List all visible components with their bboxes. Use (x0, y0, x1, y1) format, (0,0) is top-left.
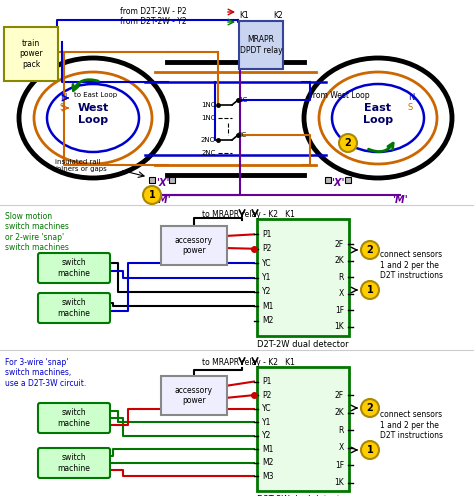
Text: 1: 1 (366, 285, 374, 295)
Circle shape (361, 399, 379, 417)
Text: 2K: 2K (334, 256, 344, 265)
Ellipse shape (54, 91, 132, 145)
Text: Y1: Y1 (262, 418, 272, 427)
Text: K1: K1 (239, 11, 249, 20)
Text: P1: P1 (262, 230, 272, 239)
Text: 1NC: 1NC (201, 115, 216, 121)
Text: 1: 1 (149, 190, 155, 200)
Text: Y2: Y2 (262, 432, 272, 440)
Text: 1NO: 1NO (201, 102, 216, 108)
Text: S: S (60, 104, 65, 113)
Text: to East Loop: to East Loop (74, 92, 117, 98)
FancyBboxPatch shape (38, 403, 110, 433)
Text: Y1: Y1 (262, 273, 272, 282)
Text: connect sensors
1 and 2 per the
D2T instructions: connect sensors 1 and 2 per the D2T inst… (380, 250, 443, 280)
Bar (325, 177, 331, 183)
Text: 2F: 2F (335, 391, 344, 400)
FancyBboxPatch shape (257, 219, 349, 336)
Text: S: S (408, 104, 413, 113)
Text: from D2T-2W - Y2: from D2T-2W - Y2 (120, 17, 187, 26)
Text: D2T-2W dual detector: D2T-2W dual detector (257, 340, 349, 349)
Text: 2: 2 (366, 245, 374, 255)
Text: Y2: Y2 (262, 287, 272, 297)
Text: accessory
power: accessory power (175, 236, 213, 255)
FancyBboxPatch shape (38, 448, 110, 478)
Text: R: R (338, 426, 344, 435)
Text: 1: 1 (366, 445, 374, 455)
Ellipse shape (339, 91, 417, 145)
Text: N: N (408, 94, 414, 103)
FancyBboxPatch shape (161, 376, 227, 415)
Text: P1: P1 (262, 377, 272, 386)
Text: MRAPR
DPDT relay: MRAPR DPDT relay (240, 35, 283, 55)
Text: M2: M2 (262, 458, 273, 467)
Text: train
power
pack: train power pack (19, 39, 43, 69)
Text: M1: M1 (262, 445, 273, 454)
Text: Slow motion
switch machines
or 2-wire 'snap'
switch machines: Slow motion switch machines or 2-wire 's… (5, 212, 69, 252)
Circle shape (339, 134, 357, 152)
Text: East
Loop: East Loop (363, 103, 393, 125)
Circle shape (361, 241, 379, 259)
Text: 1F: 1F (335, 306, 344, 314)
Text: 2F: 2F (335, 240, 344, 249)
Text: K2: K2 (273, 11, 283, 20)
Text: 2: 2 (366, 403, 374, 413)
FancyBboxPatch shape (239, 21, 283, 69)
Text: P2: P2 (262, 391, 272, 400)
Text: 'X': 'X' (331, 178, 345, 188)
Text: switch
machine: switch machine (57, 298, 91, 318)
Text: 1K: 1K (334, 322, 344, 331)
Text: from West Loop: from West Loop (310, 90, 370, 100)
Text: connect sensors
1 and 2 per the
D2T instructions: connect sensors 1 and 2 per the D2T inst… (380, 410, 443, 440)
Text: 'M': 'M' (155, 195, 171, 205)
Text: X: X (339, 289, 344, 298)
Text: insulated rail
joiners or gaps: insulated rail joiners or gaps (55, 159, 107, 172)
Text: 2K: 2K (334, 408, 344, 417)
Text: D2T-3W dual detector: D2T-3W dual detector (257, 495, 349, 496)
Text: M2: M2 (262, 316, 273, 325)
Text: to MRAPR relay - K2   K1: to MRAPR relay - K2 K1 (201, 358, 294, 367)
Text: For 3-wire 'snap'
switch machines,
use a D2T-3W circuit.: For 3-wire 'snap' switch machines, use a… (5, 358, 86, 388)
FancyBboxPatch shape (38, 253, 110, 283)
Text: West
Loop: West Loop (77, 103, 109, 125)
Text: 1K: 1K (334, 478, 344, 487)
Text: YC: YC (262, 258, 272, 268)
Text: YC: YC (262, 404, 272, 413)
Bar (345, 177, 351, 183)
Text: accessory
power: accessory power (175, 386, 213, 405)
Text: 'X': 'X' (156, 178, 170, 188)
Circle shape (361, 281, 379, 299)
Text: 2NO: 2NO (201, 137, 216, 143)
FancyBboxPatch shape (4, 27, 58, 81)
Text: from D2T-2W - P2: from D2T-2W - P2 (120, 7, 187, 16)
Text: to MRAPR relay - K2   K1: to MRAPR relay - K2 K1 (201, 210, 294, 219)
Circle shape (361, 441, 379, 459)
Text: 2C: 2C (238, 132, 247, 138)
Text: switch
machine: switch machine (57, 258, 91, 278)
Text: 2NC: 2NC (201, 150, 216, 156)
FancyBboxPatch shape (38, 293, 110, 323)
Text: switch
machine: switch machine (57, 453, 91, 473)
Bar (149, 177, 155, 183)
Text: 1F: 1F (335, 461, 344, 470)
Text: 2: 2 (345, 138, 351, 148)
Text: P2: P2 (262, 244, 272, 253)
Bar (169, 177, 175, 183)
Text: M1: M1 (262, 302, 273, 311)
Text: 'M': 'M' (392, 195, 408, 205)
Text: N: N (60, 94, 66, 103)
Text: M3: M3 (262, 472, 273, 481)
Text: R: R (338, 273, 344, 282)
Text: switch
machine: switch machine (57, 408, 91, 428)
Text: X: X (339, 443, 344, 452)
Circle shape (143, 186, 161, 204)
FancyBboxPatch shape (161, 226, 227, 265)
Text: 1C: 1C (238, 97, 247, 103)
FancyBboxPatch shape (257, 367, 349, 491)
